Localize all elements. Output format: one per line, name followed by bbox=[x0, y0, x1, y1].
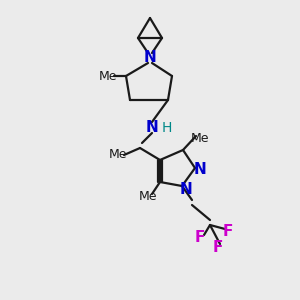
Text: F: F bbox=[195, 230, 205, 245]
Text: Me: Me bbox=[191, 131, 209, 145]
Text: N: N bbox=[146, 121, 158, 136]
Text: F: F bbox=[213, 241, 223, 256]
Text: N: N bbox=[144, 50, 156, 65]
Text: F: F bbox=[223, 224, 233, 239]
Text: H: H bbox=[162, 121, 172, 135]
Text: Me: Me bbox=[139, 190, 157, 202]
Text: N: N bbox=[194, 163, 206, 178]
Text: Me: Me bbox=[109, 148, 127, 161]
Text: Me: Me bbox=[99, 70, 117, 83]
Text: N: N bbox=[180, 182, 192, 197]
